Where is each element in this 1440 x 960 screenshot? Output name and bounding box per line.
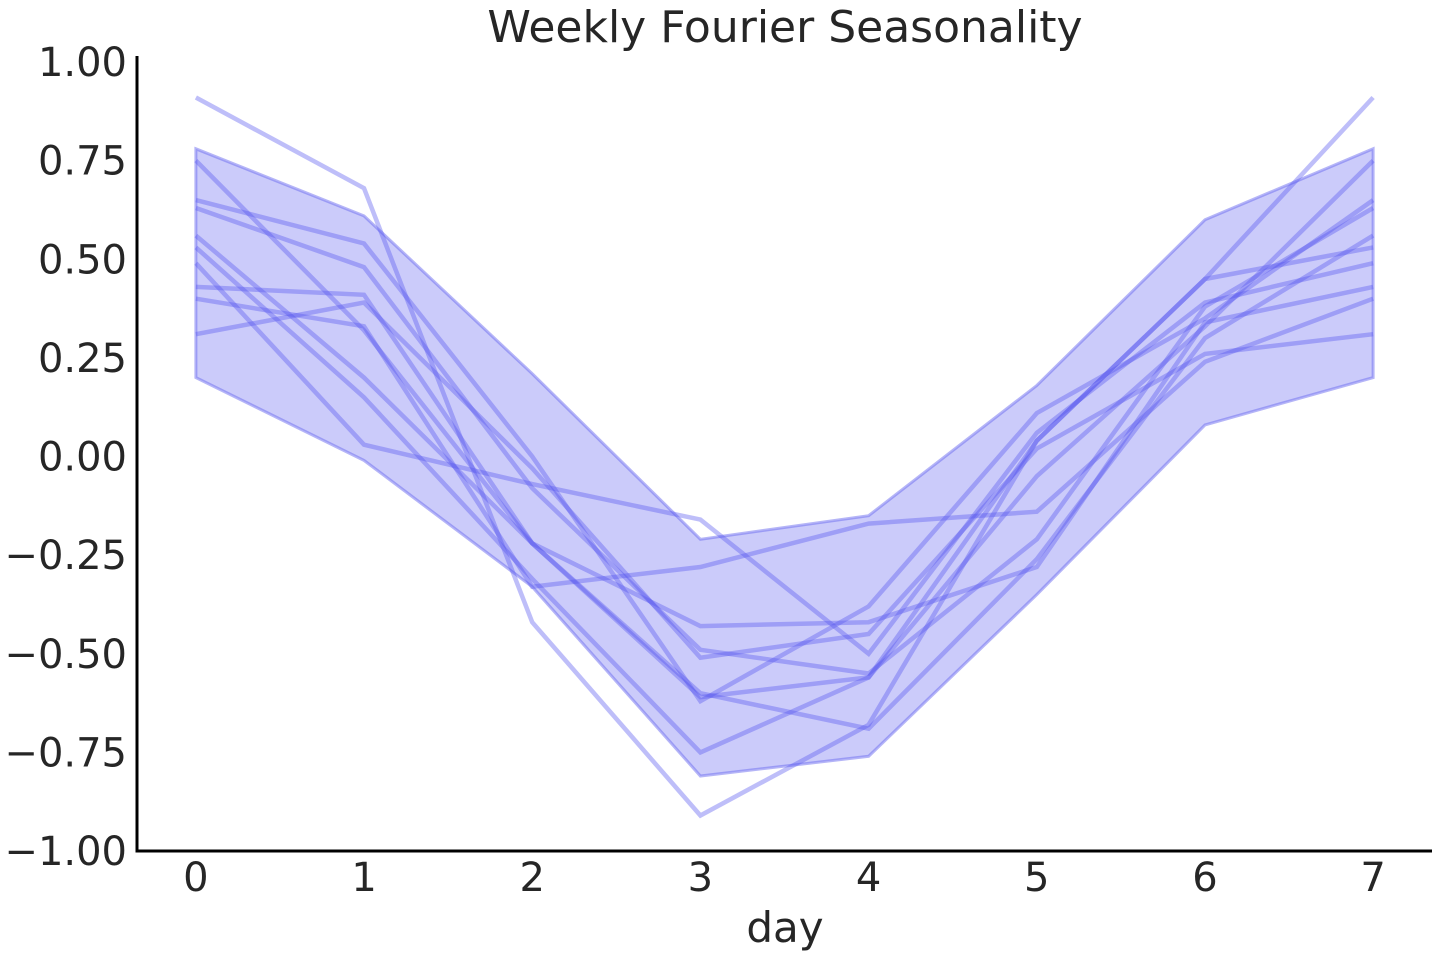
y-tick-label: −0.50 [4,632,127,678]
x-tick-label: 3 [688,855,713,901]
x-axis-label: day [746,903,823,952]
x-tick-label: 0 [183,855,208,901]
x-tick-label: 1 [351,855,376,901]
series-line-8 [195,284,1374,629]
series-line-9 [195,296,1374,590]
axes-layer [135,56,1432,853]
y-tick-label: 0.00 [38,435,127,481]
ticks-layer: 0 1 2 3 4 5 6 7 1.00 0.75 0.50 0.25 0.00 −0.25 −0.50 −0… [4,40,1385,901]
uncertainty-band [194,146,1375,778]
y-tick-label: −0.75 [4,730,127,776]
y-tick-label: 0.25 [38,336,127,382]
series-line-1 [194,95,1375,819]
y-tick-label: 0.50 [38,237,127,283]
series-line-4 [195,205,1375,676]
series-layer [194,95,1375,819]
x-tick-label: 7 [1360,855,1385,901]
x-tick-label: 6 [1192,855,1217,901]
series-line-6 [194,245,1374,756]
y-tick-label: 0.75 [38,139,127,185]
x-tick-label: 4 [856,855,881,901]
series-line-2 [194,158,1375,700]
series-line-10 [195,300,1374,661]
uncertainty-band-layer [194,146,1375,778]
series-line-3 [195,197,1375,705]
y-tick-label: −1.00 [4,829,127,875]
y-tick-label: −0.25 [4,533,127,579]
series-line-7 [194,261,1374,657]
chart-title: Weekly Fourier Seasonality [487,2,1082,53]
x-tick-label: 2 [520,855,545,901]
series-line-5 [194,233,1375,732]
y-tick-label: 1.00 [38,40,127,86]
x-tick-label: 5 [1024,855,1049,901]
